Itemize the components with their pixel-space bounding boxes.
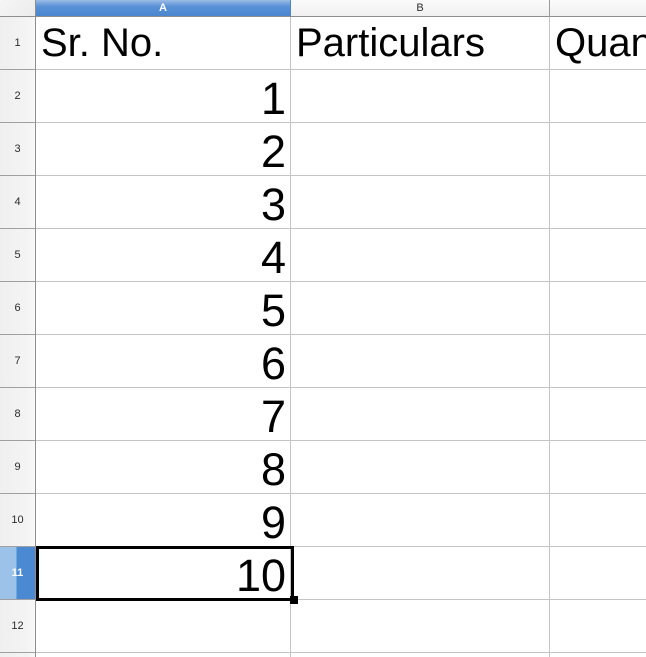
fill-handle[interactable] <box>290 596 298 604</box>
cell-a4[interactable]: 3 <box>36 176 291 229</box>
cell-b9[interactable] <box>291 441 550 494</box>
cell-a11-active[interactable]: 10 <box>36 547 291 600</box>
row-header-3[interactable]: 3 <box>0 123 36 176</box>
cell-a3[interactable]: 2 <box>36 123 291 176</box>
cell-c12[interactable] <box>550 600 646 653</box>
column-header-c[interactable] <box>550 0 646 17</box>
grid-row-5: 4 <box>36 229 646 282</box>
cell-c13[interactable] <box>550 653 646 657</box>
cell-c9[interactable] <box>550 441 646 494</box>
cell-c8[interactable] <box>550 388 646 441</box>
cell-b13[interactable] <box>291 653 550 657</box>
cell-b8[interactable] <box>291 388 550 441</box>
cell-b10[interactable] <box>291 494 550 547</box>
grid-row-11: 10 <box>36 547 646 600</box>
row-header-10[interactable]: 10 <box>0 494 36 547</box>
grid-row-7: 6 <box>36 335 646 388</box>
row-header-11[interactable]: 11 <box>0 547 36 600</box>
cell-a8[interactable]: 7 <box>36 388 291 441</box>
cell-c7[interactable] <box>550 335 646 388</box>
cell-grid: Sr. No. Particulars Quantity 1 2 3 4 5 <box>36 17 646 657</box>
row-header-8[interactable]: 8 <box>0 388 36 441</box>
cell-c5[interactable] <box>550 229 646 282</box>
cell-a7[interactable]: 6 <box>36 335 291 388</box>
cell-a2[interactable]: 1 <box>36 70 291 123</box>
row-header-12[interactable]: 12 <box>0 600 36 653</box>
grid-row-3: 2 <box>36 123 646 176</box>
grid-row-6: 5 <box>36 282 646 335</box>
cell-b12[interactable] <box>291 600 550 653</box>
row-headers: 1 2 3 4 5 6 7 8 9 10 11 12 <box>0 17 36 657</box>
cell-a9[interactable]: 8 <box>36 441 291 494</box>
grid-row-2: 1 <box>36 70 646 123</box>
grid-row-9: 8 <box>36 441 646 494</box>
row-header-5[interactable]: 5 <box>0 229 36 282</box>
cell-a10[interactable]: 9 <box>36 494 291 547</box>
cell-b6[interactable] <box>291 282 550 335</box>
cell-c1[interactable]: Quantity <box>550 17 646 70</box>
cell-a13[interactable] <box>36 653 291 657</box>
cell-c11[interactable] <box>550 547 646 600</box>
grid-row-1: Sr. No. Particulars Quantity <box>36 17 646 70</box>
cell-c4[interactable] <box>550 176 646 229</box>
cell-b2[interactable] <box>291 70 550 123</box>
grid-row-13 <box>36 653 646 657</box>
row-header-13[interactable] <box>0 653 36 657</box>
cell-a12[interactable] <box>36 600 291 653</box>
row-header-7[interactable]: 7 <box>0 335 36 388</box>
grid-row-4: 3 <box>36 176 646 229</box>
cell-c10[interactable] <box>550 494 646 547</box>
select-all-button[interactable] <box>0 0 36 17</box>
row-header-9[interactable]: 9 <box>0 441 36 494</box>
column-header-b[interactable]: B <box>291 0 550 17</box>
row-header-4[interactable]: 4 <box>0 176 36 229</box>
grid-row-8: 7 <box>36 388 646 441</box>
cell-c6[interactable] <box>550 282 646 335</box>
row-header-6[interactable]: 6 <box>0 282 36 335</box>
row-header-2[interactable]: 2 <box>0 70 36 123</box>
cell-c3[interactable] <box>550 123 646 176</box>
cell-b7[interactable] <box>291 335 550 388</box>
column-headers: A B <box>36 0 646 17</box>
grid-row-12 <box>36 600 646 653</box>
cell-b1[interactable]: Particulars <box>291 17 550 70</box>
grid-row-10: 9 <box>36 494 646 547</box>
cell-a5[interactable]: 4 <box>36 229 291 282</box>
row-header-1[interactable]: 1 <box>0 17 36 70</box>
cell-a1[interactable]: Sr. No. <box>36 17 291 70</box>
cell-b5[interactable] <box>291 229 550 282</box>
cell-b11[interactable] <box>291 547 550 600</box>
cell-b4[interactable] <box>291 176 550 229</box>
cell-b3[interactable] <box>291 123 550 176</box>
column-header-a[interactable]: A <box>36 0 291 17</box>
cell-c2[interactable] <box>550 70 646 123</box>
cell-a6[interactable]: 5 <box>36 282 291 335</box>
